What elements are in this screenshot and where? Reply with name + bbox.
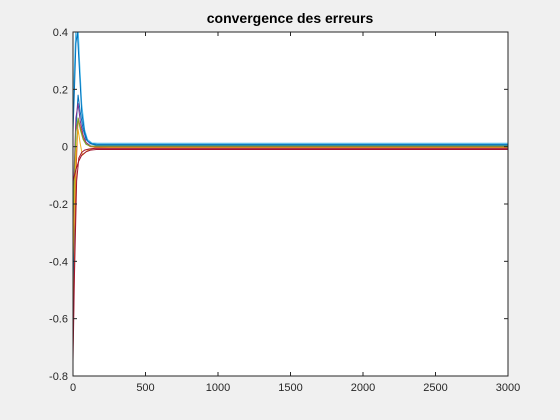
series-line-9 — [73, 149, 508, 182]
x-tick-label: 0 — [70, 382, 76, 394]
chart-title: convergence des erreurs — [207, 10, 374, 26]
y-tick-label: -0.4 — [49, 256, 68, 268]
y-tick-label: -0.2 — [49, 199, 68, 211]
series-line-8 — [73, 147, 508, 362]
series-line-2 — [73, 32, 508, 145]
x-tick-label: 500 — [136, 382, 154, 394]
y-tick-label: 0 — [62, 142, 68, 154]
y-tick-label: 0.2 — [53, 84, 68, 96]
y-tick-label: 0.4 — [53, 27, 68, 39]
x-tick-label: 2500 — [423, 382, 447, 394]
x-tick-label: 2000 — [351, 382, 375, 394]
axes: 0 500 1000 1500 2000 2500 3000 -0.8 -0.6 -0.4 -0.2… — [49, 27, 520, 394]
x-tick-label: 3000 — [496, 382, 520, 394]
y-tick-label: -0.8 — [49, 371, 68, 383]
x-tick-label: 1500 — [278, 382, 302, 394]
series-line-1 — [73, 32, 508, 144]
y-tick-label: -0.6 — [49, 314, 68, 326]
x-tick-label: 1000 — [206, 382, 230, 394]
plot-area — [73, 32, 508, 376]
